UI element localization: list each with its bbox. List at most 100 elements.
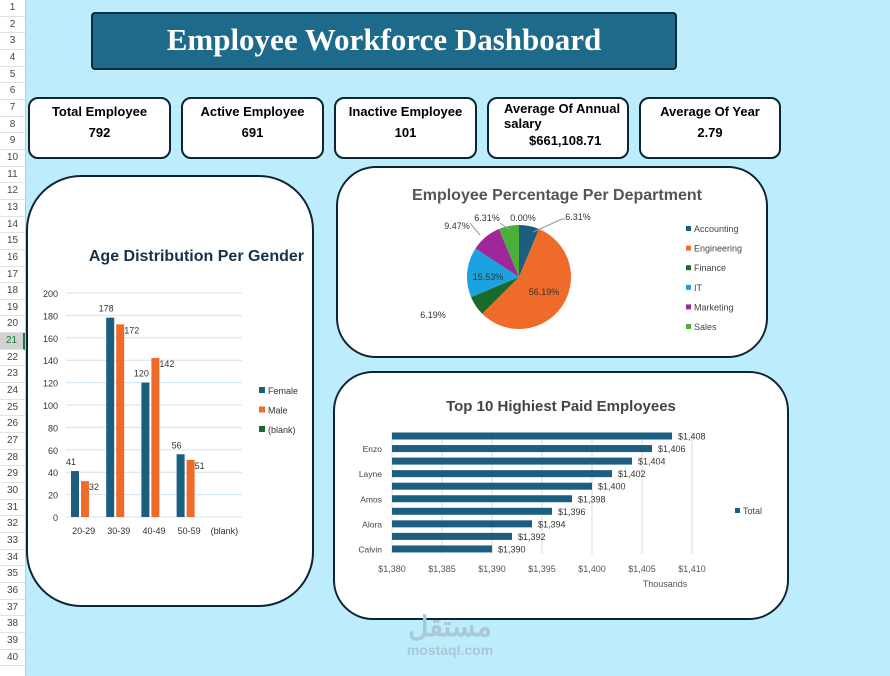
x-tick-label: $1,390 [478, 564, 506, 574]
row-header[interactable]: 5 [0, 67, 25, 84]
x-tick-label: $1,395 [528, 564, 556, 574]
pie-data-label: 56.19% [529, 287, 560, 297]
row-header[interactable]: 22 [0, 350, 25, 367]
x-tick-label: $1,405 [628, 564, 656, 574]
kpi-value: 2.79 [697, 125, 723, 140]
bar-female [176, 454, 185, 517]
data-label: $1,400 [598, 482, 626, 492]
legend-label: Female [268, 386, 298, 396]
x-tick-label: $1,385 [428, 564, 456, 574]
row-header[interactable]: 16 [0, 250, 25, 267]
kpi-average-year: Average Of Year 2.79 [639, 97, 781, 159]
pie-data-label: 9.47% [444, 221, 470, 231]
kpi-value: 792 [88, 125, 111, 140]
legend-swatch [686, 245, 691, 251]
row-header[interactable]: 26 [0, 416, 25, 434]
row-header[interactable]: 27 [0, 433, 25, 450]
pie-data-label: 6.19% [420, 310, 446, 320]
row-headers: 1 2 3 4 5 6 7 8 9 10 11 12 13 14 15 16 17 18 19 20 21 22 23 24 2… [0, 0, 26, 676]
bar-male [186, 459, 195, 517]
row-header[interactable]: 35 [0, 566, 25, 583]
legend-swatch [735, 508, 740, 513]
legend-swatch [259, 406, 265, 413]
data-label: $1,404 [638, 457, 666, 467]
bar-female [141, 382, 150, 517]
row-header[interactable]: 15 [0, 233, 25, 250]
row-header[interactable]: 21 [0, 333, 25, 350]
row-header[interactable]: 10 [0, 150, 25, 167]
legend-swatch [686, 226, 691, 231]
row-header[interactable]: 17 [0, 267, 25, 284]
legend-label: Marketing [694, 302, 734, 312]
mostaql-watermark-logo: مستقل mostaql.com [385, 612, 515, 659]
row-header[interactable]: 1 [0, 0, 25, 17]
data-label: $1,396 [558, 507, 586, 517]
pie-slice-accounting [519, 225, 540, 277]
row-header[interactable]: 28 [0, 450, 25, 467]
legend-swatch [259, 387, 265, 393]
row-header[interactable]: 33 [0, 533, 25, 550]
pie-slice-engineering [482, 229, 571, 329]
row-header[interactable]: 36 [0, 583, 25, 600]
x-tick-label: $1,400 [578, 564, 606, 574]
x-tick-label: 30-39 [107, 526, 130, 536]
row-header[interactable]: 40 [0, 650, 25, 667]
row-header[interactable]: 6 [0, 83, 25, 100]
row-header[interactable]: 18 [0, 283, 25, 300]
row-header[interactable]: 11 [0, 167, 25, 184]
row-header[interactable]: 13 [0, 200, 25, 217]
row-header[interactable]: 39 [0, 633, 25, 650]
y-tick-label: 80 [48, 423, 58, 433]
salary-bar [392, 482, 592, 490]
row-header[interactable]: 38 [0, 616, 25, 633]
row-header[interactable]: 25 [0, 400, 25, 417]
row-header[interactable]: 31 [0, 500, 25, 517]
legend-label: IT [694, 283, 703, 293]
row-header[interactable]: 19 [0, 300, 25, 317]
row-header[interactable]: 34 [0, 550, 25, 567]
y-tick-label: 100 [43, 401, 58, 411]
row-header[interactable]: 20 [0, 316, 25, 334]
row-header[interactable]: 9 [0, 133, 25, 150]
row-header[interactable]: 29 [0, 466, 25, 484]
row-header[interactable]: 2 [0, 17, 25, 34]
data-label: 120 [134, 369, 149, 379]
employee-name-label: Calvin [358, 544, 382, 554]
row-header[interactable]: 3 [0, 33, 25, 50]
row-header[interactable]: 14 [0, 217, 25, 234]
kpi-average-salary: Average Of Annual salary $661,108.71 [487, 97, 629, 159]
y-tick-label: 0 [53, 513, 58, 523]
pie-data-label: 6.31% [474, 213, 500, 223]
age-distribution-card [26, 175, 314, 607]
data-label: 41 [66, 457, 76, 467]
watermark-latin: mostaql.com [406, 642, 494, 658]
bar-female [106, 317, 115, 517]
row-header[interactable]: 24 [0, 383, 25, 400]
leader-line [499, 222, 511, 231]
row-header[interactable]: 30 [0, 483, 25, 500]
employee-name-label: Enzo [363, 444, 383, 454]
row-header[interactable]: 37 [0, 600, 25, 617]
legend-label: Sales [694, 322, 717, 332]
row-header[interactable]: 23 [0, 366, 25, 384]
data-label: $1,408 [678, 432, 706, 442]
age-chart-title: Age Distribution Per Gender [89, 248, 304, 265]
row-header[interactable]: 4 [0, 50, 25, 67]
data-label: $1,394 [538, 519, 566, 529]
row-header[interactable]: 32 [0, 516, 25, 533]
x-tick-label: 20-29 [72, 526, 95, 536]
kpi-total-employee: Total Employee 792 [28, 97, 171, 159]
kpi-value: 691 [241, 125, 264, 140]
salary-bar [392, 445, 652, 453]
y-tick-label: 120 [43, 379, 58, 389]
data-label: 142 [159, 359, 174, 369]
row-header[interactable]: 12 [0, 183, 25, 200]
leader-line [469, 222, 481, 236]
row-header[interactable]: 8 [0, 117, 25, 134]
y-tick-label: 160 [43, 334, 58, 344]
pie-data-label: 0.00% [510, 213, 536, 223]
legend-swatch [686, 304, 691, 310]
row-header[interactable]: 7 [0, 100, 25, 117]
kpi-label: Average Of Annual salary [504, 101, 621, 131]
